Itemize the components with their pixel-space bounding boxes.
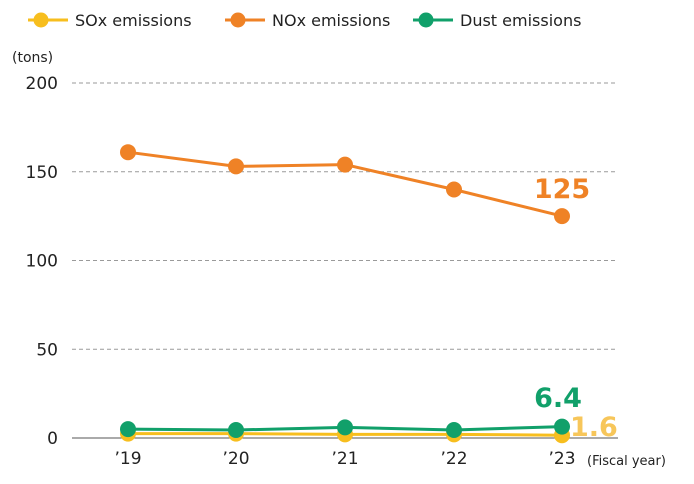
data-point <box>446 422 462 438</box>
data-label: 125 <box>534 174 590 205</box>
data-point <box>228 158 244 175</box>
y-tick-label: 50 <box>36 340 58 360</box>
data-point <box>554 418 570 435</box>
y-axis-ticks: 0 50 100 150 200 <box>26 74 58 449</box>
x-axis-unit-label: (Fiscal year) <box>587 454 666 469</box>
data-label: 6.4 <box>534 383 582 414</box>
x-tick-label: ’19 <box>114 449 141 469</box>
y-tick-label: 0 <box>47 429 58 449</box>
y-tick-label: 150 <box>26 163 58 183</box>
legend-label: NOx emissions <box>272 11 390 30</box>
y-tick-label: 200 <box>26 74 58 94</box>
data-point <box>446 181 462 198</box>
data-point <box>337 419 353 436</box>
data-point <box>554 208 570 225</box>
x-tick-label: ’23 <box>548 449 575 469</box>
y-axis-unit-label: (tons) <box>12 50 53 66</box>
data-point <box>120 144 136 161</box>
data-point <box>337 156 353 173</box>
x-tick-label: ’22 <box>440 449 467 469</box>
data-point <box>120 421 136 438</box>
x-tick-label: ’21 <box>331 449 358 469</box>
x-axis-ticks: ’19 ’20 ’21 ’22 ’23 <box>114 449 575 469</box>
legend-marker <box>418 12 434 28</box>
legend: SOx emissions NOx emissions Dust emissions <box>28 11 581 30</box>
legend-label: Dust emissions <box>460 11 581 30</box>
data-point <box>228 422 244 438</box>
x-tick-label: ’20 <box>222 449 249 469</box>
legend-marker <box>33 12 49 28</box>
series-layer <box>120 144 570 444</box>
data-labels: 125 6.41.6 <box>534 174 618 443</box>
y-tick-label: 100 <box>26 252 58 272</box>
legend-marker <box>230 12 246 28</box>
data-label: 1.6 <box>570 412 618 443</box>
legend-label: SOx emissions <box>75 11 192 30</box>
